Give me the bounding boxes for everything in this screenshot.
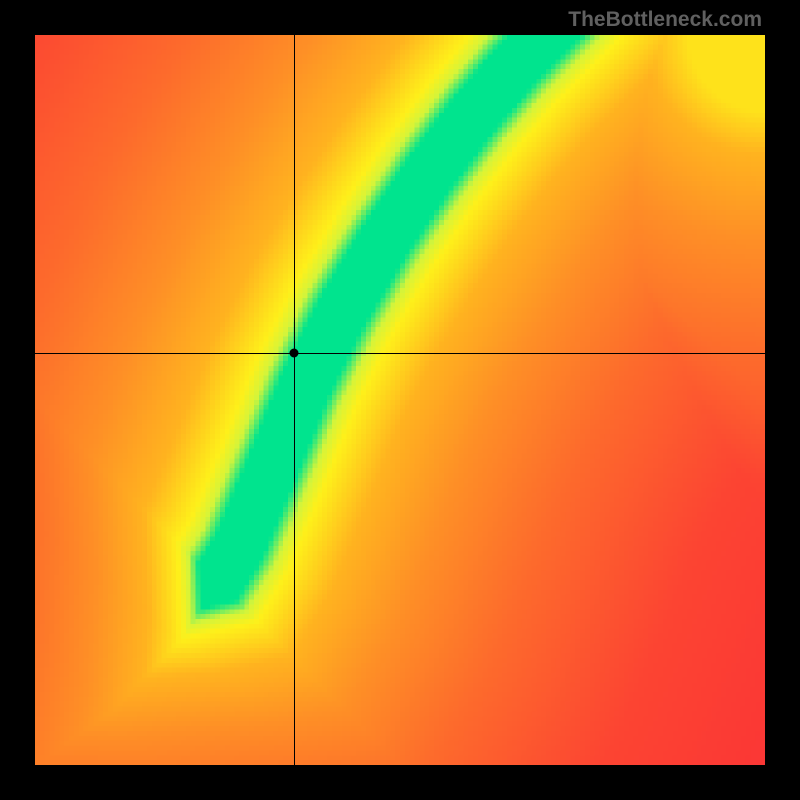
chart-container: TheBottleneck.com: [0, 0, 800, 800]
watermark-text: TheBottleneck.com: [568, 8, 762, 32]
crosshair-horizontal: [35, 353, 765, 354]
selection-marker: [290, 348, 299, 357]
bottleneck-heatmap: [35, 35, 765, 765]
crosshair-vertical: [294, 35, 295, 765]
